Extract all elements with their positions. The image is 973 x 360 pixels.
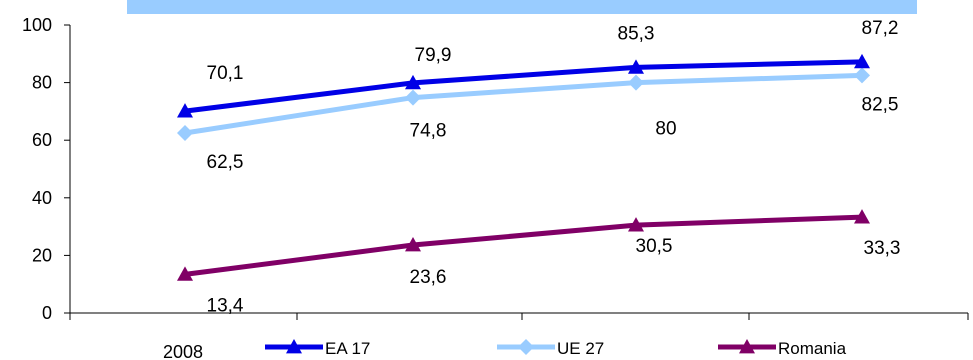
data-label: 70,1 [207, 63, 244, 84]
legend-label: EA 17 [325, 339, 370, 358]
data-point [405, 237, 421, 252]
data-label: 74,8 [410, 121, 447, 142]
y-tick-label: 60 [32, 130, 52, 150]
data-label: 87,2 [862, 18, 899, 39]
data-point [628, 74, 644, 91]
series-line-ue-27 [184, 72, 863, 136]
axes: 0 20 40 60 80 100 2008 [22, 15, 969, 360]
data-label: 30,5 [636, 236, 673, 257]
legend-label: UE 27 [557, 339, 604, 358]
legend-marker [518, 339, 534, 355]
data-label: 79,9 [415, 45, 452, 66]
series-line-romania [184, 214, 863, 277]
data-label: 13,4 [207, 295, 244, 316]
data-point [177, 266, 193, 281]
legend: EA 17 UE 27 Romania [265, 339, 847, 358]
data-point [628, 217, 644, 232]
data-label: 80 [655, 119, 676, 140]
data-point [628, 59, 644, 74]
y-tick-label: 0 [42, 303, 52, 323]
legend-label: Romania [778, 339, 847, 358]
x-tick-label: 2008 [163, 342, 203, 360]
y-tick-label: 20 [32, 245, 52, 265]
y-tick-label: 100 [22, 15, 52, 35]
data-point [405, 89, 421, 106]
y-tick-label: 80 [32, 73, 52, 93]
data-point [177, 103, 193, 118]
data-point [405, 74, 421, 90]
data-label: 33,3 [864, 238, 901, 259]
data-label: 62,5 [207, 152, 244, 173]
data-labels: 70,1 79,9 85,3 87,2 62,5 74,8 80 82,5 13,4 23,6 30… [207, 18, 901, 317]
data-label: 82,5 [862, 94, 899, 115]
data-point [854, 209, 870, 224]
data-label: 85,3 [618, 23, 655, 44]
data-point [177, 125, 193, 141]
series-line-ea-17 [184, 59, 863, 114]
y-tick-label: 40 [32, 188, 52, 208]
series-lines [177, 53, 870, 281]
data-point [854, 53, 870, 69]
data-label: 23,6 [410, 267, 447, 288]
data-point [854, 67, 870, 84]
legend-marker [739, 339, 755, 354]
legend-marker [286, 339, 302, 354]
title-band [127, 0, 917, 14]
